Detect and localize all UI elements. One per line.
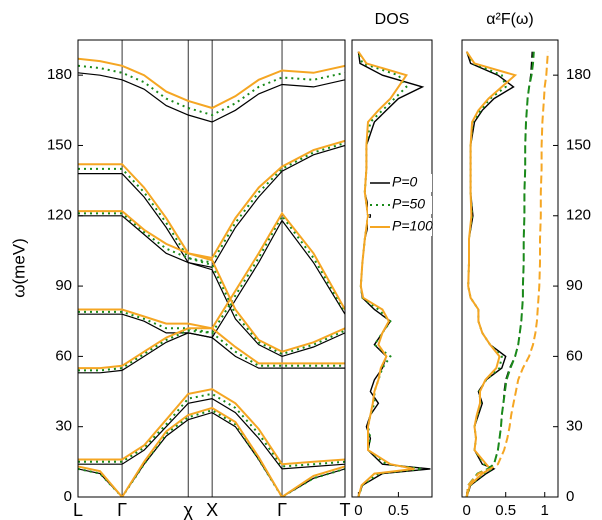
x-tick-label: 0.5 (495, 502, 516, 519)
x-tick-label: 0.5 (388, 502, 409, 519)
band-line (78, 72, 345, 123)
plot-frame (351, 39, 433, 498)
legend-bg (368, 174, 432, 192)
legend-bg (368, 196, 432, 214)
legend-label: P=50 (392, 196, 425, 212)
band-line (78, 211, 345, 330)
y-tick-label: 180 (47, 66, 72, 83)
x-tick-label: χ (183, 500, 193, 520)
band-line (78, 409, 345, 497)
band-line (78, 392, 345, 468)
y-tick-label: 60 (566, 347, 583, 364)
y-tick-label: 0 (64, 488, 72, 505)
y-tick-label: 150 (566, 136, 591, 153)
band-line (78, 411, 345, 497)
spectrum-line (465, 51, 507, 497)
y-axis-label: ω(meV) (9, 238, 28, 298)
panel-title: α²F(ω) (486, 11, 534, 28)
x-tick-label: Γ (117, 500, 127, 520)
y-tick-label: 30 (55, 418, 72, 435)
y-tick-label: 120 (47, 207, 72, 224)
legend-label: P=100 (392, 218, 433, 234)
band-line (78, 142, 345, 264)
band-line (78, 144, 345, 268)
band-line (78, 327, 345, 370)
band-line (78, 215, 345, 358)
x-tick-label: L (73, 500, 83, 520)
band-line (78, 57, 345, 110)
y-tick-label: 30 (566, 418, 583, 435)
y-tick-label: 150 (47, 136, 72, 153)
spectrum-line (465, 51, 535, 497)
band-line (78, 212, 345, 356)
x-tick-label: T (340, 500, 351, 520)
plot-frame (77, 39, 346, 498)
x-tick-label: X (206, 500, 218, 520)
legend-label: P=0 (392, 174, 418, 190)
band-line (78, 219, 345, 339)
y-tick-label: 60 (55, 347, 72, 364)
plot-frame (461, 39, 559, 498)
band-line (78, 406, 345, 497)
y-tick-label: 180 (566, 66, 591, 83)
y-tick-label: 120 (566, 207, 591, 224)
x-tick-label: 0 (354, 502, 362, 519)
spectrum-line (465, 51, 549, 497)
band-line (78, 329, 345, 372)
panel-title: DOS (375, 11, 410, 28)
band-line (78, 210, 345, 353)
x-tick-label: 0 (463, 502, 471, 519)
band-line (78, 213, 345, 335)
spectrum-line (357, 51, 415, 497)
x-tick-label: 1 (541, 502, 549, 519)
y-tick-label: 90 (55, 277, 72, 294)
band-line (78, 388, 345, 466)
band-line (78, 64, 345, 117)
y-tick-label: 90 (566, 277, 583, 294)
spectrum-line (465, 51, 518, 497)
band-line (78, 139, 345, 260)
x-tick-label: Γ (277, 500, 287, 520)
y-tick-label: 0 (566, 488, 574, 505)
band-line (78, 397, 345, 470)
legend-bg (368, 218, 432, 236)
